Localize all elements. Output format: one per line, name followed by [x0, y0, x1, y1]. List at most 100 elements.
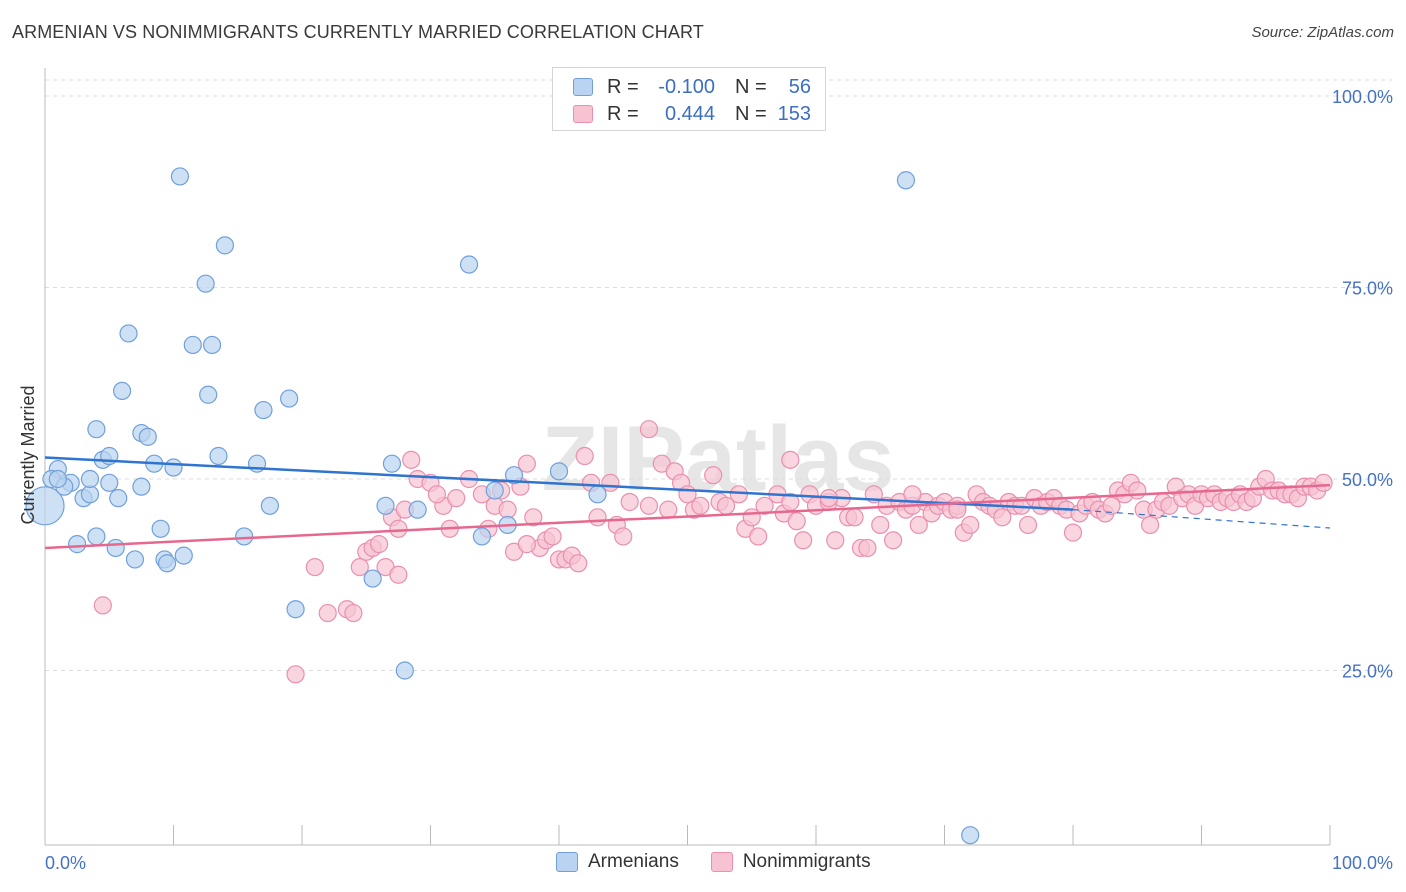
r-value: 0.444 [664, 102, 715, 125]
nonimmigrant-point [318, 603, 337, 623]
armenian-point [80, 469, 100, 489]
nonimmigrants-swatch [573, 105, 593, 123]
nonimmigrant-point [344, 603, 363, 623]
nonimmigrant-point [370, 535, 389, 554]
nonimmigrant-point [498, 500, 517, 519]
armenian-point [196, 274, 215, 293]
armenian-point [215, 236, 234, 255]
armenian-point [254, 400, 273, 420]
armenian-point [119, 324, 138, 343]
nonimmigrant-point [993, 508, 1012, 527]
armenian-point [395, 661, 414, 680]
armenian-point [48, 469, 67, 489]
armenian-point [68, 535, 87, 554]
n-value: 56 [788, 75, 811, 98]
y-tick-label: 25.0% [1342, 662, 1393, 682]
armenian-point [408, 500, 427, 519]
armenian-point [549, 462, 569, 481]
nonimmigrant-point [389, 519, 408, 538]
nonimmigrant-point [858, 538, 877, 558]
armenians-trend-line [44, 456, 1074, 511]
nonimmigrant-point [1128, 481, 1147, 500]
nonimmigrant-point [389, 565, 408, 584]
legend-row-nonimmigrants: R = 0.444 N = 153 [573, 101, 811, 127]
armenian-point [504, 466, 524, 485]
armenian-point [588, 485, 607, 504]
nonimmigrant-point [704, 466, 723, 485]
r-value: -0.100 [658, 75, 715, 98]
nonimmigrant-point [93, 596, 112, 615]
nonimmigrants-trend-line [44, 483, 1331, 550]
correlation-legend: R = -0.100 N = 56 R = 0.444 N = 153 [552, 67, 826, 131]
armenian-point [363, 569, 382, 588]
armenian-point [896, 171, 916, 190]
armenian-point [376, 496, 395, 515]
armenian-point [260, 496, 279, 515]
nonimmigrant-point [659, 500, 678, 519]
armenian-point [280, 389, 299, 408]
n-value: 153 [777, 102, 811, 125]
armenian-point [209, 446, 228, 466]
nonimmigrant-point [588, 508, 607, 527]
nonimmigrant-point [569, 554, 588, 573]
armenian-point [87, 420, 106, 439]
y-axis-title: Currently Married [18, 385, 38, 524]
nonimmigrant-point [787, 512, 806, 531]
nonimmigrant-point [639, 496, 659, 515]
nonimmigrant-point [794, 531, 813, 550]
armenian-point [382, 454, 402, 473]
armenian-point [485, 481, 504, 500]
y-tick-label: 100.0% [1332, 87, 1393, 107]
legend-label: Nonimmigrants [742, 851, 871, 872]
armenian-point [138, 427, 157, 446]
nonimmigrant-point [729, 485, 749, 504]
nonimmigrant-point [305, 557, 324, 577]
nonimmigrant-point [1314, 473, 1333, 492]
nonimmigrant-point [447, 489, 466, 508]
nonimmigrant-point [755, 496, 774, 515]
nonimmigrant-point [1063, 523, 1083, 542]
nonimmigrants-swatch [710, 852, 733, 872]
n-label: N = [735, 102, 767, 125]
nonimmigrant-point [903, 485, 922, 504]
armenian-point [164, 458, 183, 477]
chart-title: ARMENIAN VS NONIMMIGRANTS CURRENTLY MARR… [12, 22, 704, 42]
armenian-point [174, 546, 193, 565]
armenian-point [459, 255, 479, 274]
source-label: Source: ZipAtlas.com [1251, 24, 1394, 41]
nonimmigrant-point [1102, 496, 1121, 515]
y-tick-label: 75.0% [1342, 279, 1393, 299]
nonimmigrant-point [524, 508, 543, 527]
series-legend: Armenians Nonimmigrants [556, 851, 903, 873]
armenian-point [132, 477, 151, 496]
y-tick-label: 50.0% [1342, 470, 1393, 490]
armenian-point [151, 519, 170, 538]
nonimmigrant-point [286, 665, 305, 684]
armenian-point [235, 527, 254, 546]
armenian-point [157, 554, 177, 573]
nonimmigrant-point [575, 446, 594, 466]
nonimmigrant-point [1018, 515, 1038, 535]
legend-label: Armenians [588, 851, 679, 872]
armenian-point [109, 489, 128, 508]
r-label: R = [607, 102, 639, 125]
nonimmigrant-point [909, 515, 928, 535]
nonimmigrant-point [961, 515, 980, 535]
nonimmigrant-point [402, 450, 421, 469]
legend-item-nonimmigrants[interactable]: Nonimmigrants [710, 851, 871, 873]
armenian-point [202, 335, 222, 355]
armenian-point [125, 550, 145, 569]
x-tick-label: 100.0% [1332, 853, 1393, 873]
armenians-swatch [573, 78, 593, 96]
nonimmigrant-point [749, 527, 768, 546]
armenian-point [87, 527, 106, 546]
r-label: R = [607, 75, 639, 98]
nonimmigrant-point [1140, 515, 1160, 535]
nonimmigrant-point [781, 450, 800, 469]
nonimmigrant-point [517, 535, 536, 554]
nonimmigrant-point [639, 420, 659, 439]
armenian-point [961, 826, 980, 845]
legend-item-armenians[interactable]: Armenians [556, 851, 679, 873]
armenian-point [80, 485, 100, 504]
armenian-point [472, 527, 491, 546]
